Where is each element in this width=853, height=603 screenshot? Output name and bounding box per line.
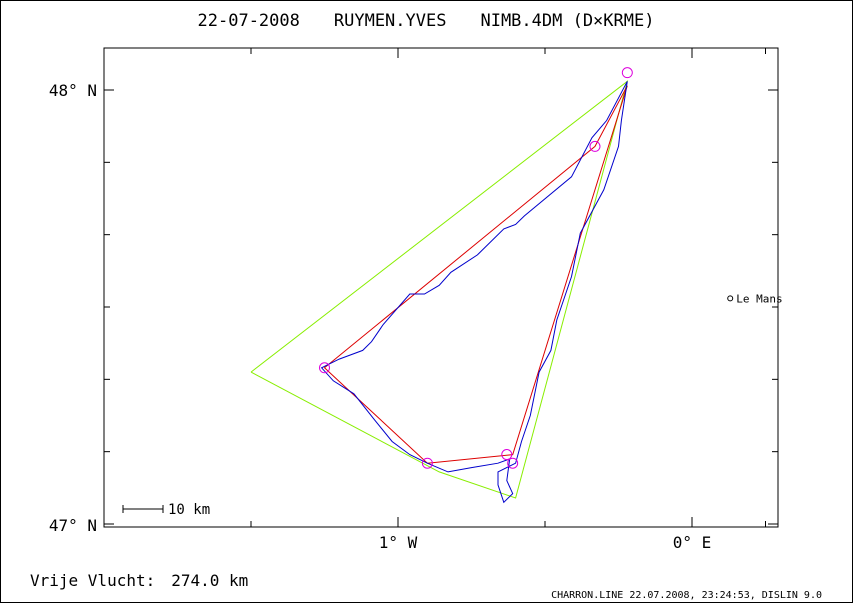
turnpoint-marker-5: [501, 449, 513, 461]
turnpoint-marker-3: [319, 362, 330, 374]
lon-label-left: 1° W: [379, 533, 418, 552]
axis-ticks: [104, 48, 778, 527]
turnpoint-marker-2: [589, 140, 601, 152]
scale-bar: 10 km: [122, 502, 210, 518]
page-title: 22-07-2008 RUYMEN.YVES NIMB.4DM (D×KRME): [198, 11, 655, 31]
lon-label-right: 0° E: [673, 533, 712, 552]
turnpoint-marker-1: [621, 67, 633, 79]
turnpoint-marker-4: [421, 457, 433, 469]
distance-value: 274.0 km: [171, 571, 248, 590]
task-route: [323, 85, 628, 464]
turnpoints: [319, 67, 633, 469]
place-label: Le Mans: [736, 292, 782, 305]
lat-label-top: 48° N: [49, 81, 97, 100]
map-frame: [103, 47, 779, 528]
title-pilot: RUYMEN.YVES: [334, 11, 447, 31]
title-date: 22-07-2008: [198, 11, 300, 31]
credits-line: CHARRON.LINE 22.07.2008, 23:24:53, DISLI…: [551, 590, 822, 601]
title-glider: NIMB.4DM (D×KRME): [480, 11, 654, 31]
turnpoint-marker-6: [507, 457, 519, 469]
place-marker-icon: [727, 295, 734, 302]
flight-track: [320, 81, 628, 504]
scale-bar-label: 10 km: [168, 502, 210, 518]
distance-readout: Vrije Vlucht: 274.0 km: [30, 571, 248, 590]
distance-label: Vrije Vlucht:: [30, 571, 155, 590]
lat-label-bottom: 47° N: [49, 516, 97, 535]
fai-triangle: [250, 79, 629, 499]
